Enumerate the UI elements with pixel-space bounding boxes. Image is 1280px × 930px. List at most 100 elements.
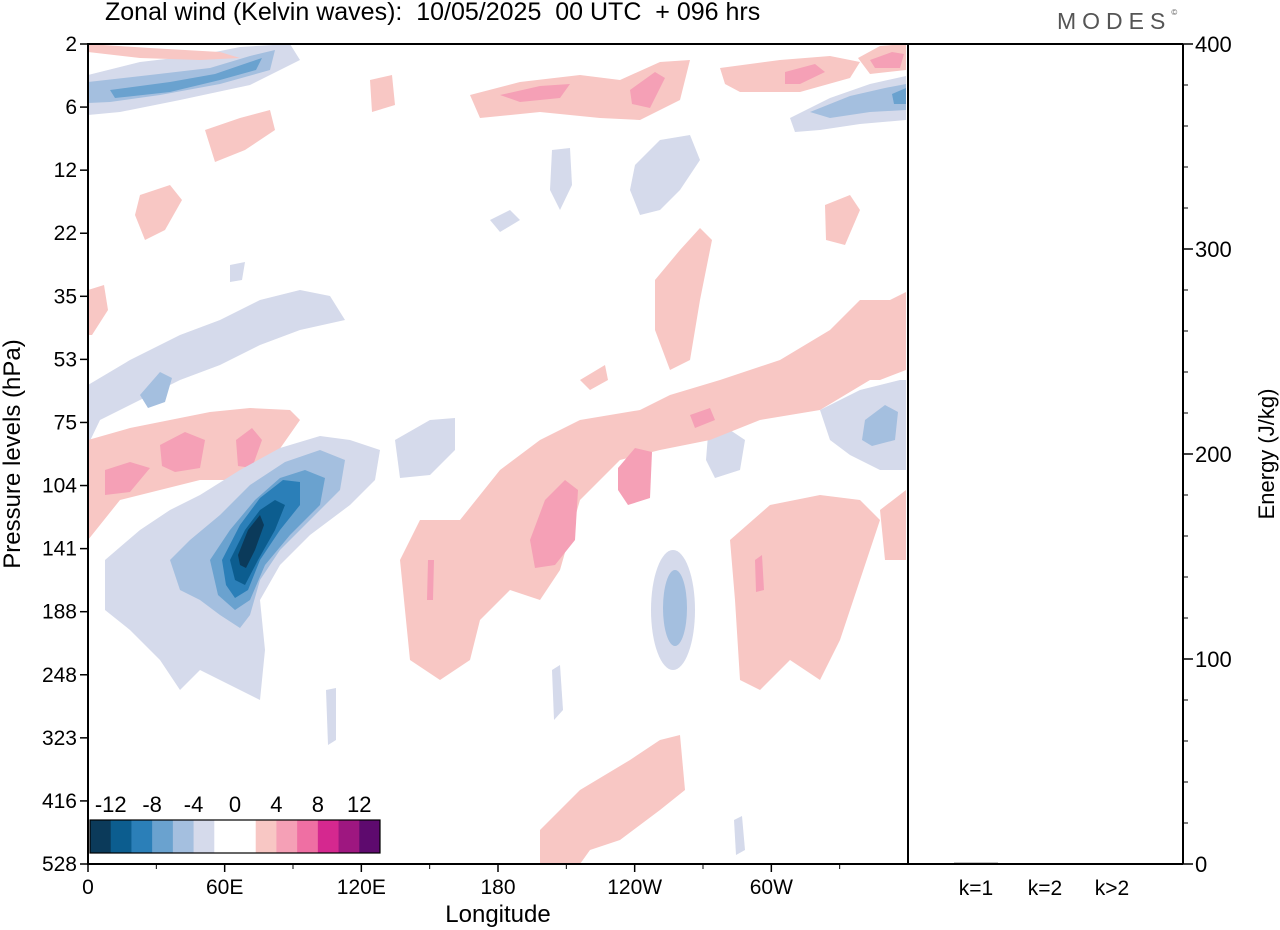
x-axis-ticks: 0 60E 120E 180 120W 60W <box>82 864 841 899</box>
bottom-westerly <box>540 735 685 864</box>
logo-mark: © <box>1171 8 1178 17</box>
bottom-easterly-speck <box>734 816 745 855</box>
upper-westerly-mid <box>470 60 690 120</box>
y-tick-label: 35 <box>54 285 77 308</box>
y-tick-label: 22 <box>54 222 77 245</box>
top-right-westerly-core <box>870 52 904 68</box>
energy-category-label: k>2 <box>1095 877 1129 900</box>
energy-bar <box>954 862 998 864</box>
energy-category-label: k=2 <box>1028 877 1062 900</box>
lower-westerly-core-1 <box>105 462 150 495</box>
y-axis-ticks: 2 6 12 22 35 53 75 104 141 188 248 323 416 528 <box>42 33 88 876</box>
energy-bar <box>1023 863 1067 865</box>
y-tick-label: 75 <box>54 411 77 434</box>
x-tick-label: 120E <box>337 876 386 899</box>
lower-right-edge <box>880 490 906 560</box>
wind-field <box>88 44 906 864</box>
colorbar-swatch <box>235 820 257 853</box>
y-tick-label: 528 <box>42 853 77 876</box>
colorbar-swatch <box>90 820 112 853</box>
y-tick-label: 53 <box>54 348 77 371</box>
y-tick-label: 104 <box>42 475 77 498</box>
y-tick-label: 416 <box>42 790 77 813</box>
upper-right-easterly-core <box>810 84 906 118</box>
upper-right-easterly-inner <box>892 88 906 104</box>
lower-easterly-speck <box>552 665 563 720</box>
lower-easterly-core <box>238 515 264 568</box>
upper-westerly-right-core <box>785 64 825 84</box>
westerly-column <box>655 228 712 370</box>
tilted-westerly-core-2 <box>618 448 652 505</box>
colorbar-swatch <box>131 820 153 853</box>
colorbar-swatch <box>297 820 319 853</box>
top-westerly-strip <box>88 44 240 60</box>
y-tick-label: 248 <box>42 664 77 687</box>
energy-category-label: k=1 <box>959 877 993 900</box>
energy-tick-label: 200 <box>1195 442 1232 467</box>
lower-right-westerly <box>730 495 880 690</box>
energy-tick-label: 300 <box>1195 237 1232 262</box>
edge-westerly-right <box>858 300 906 380</box>
y-tick-label: 323 <box>42 727 77 750</box>
colorbar-label: 4 <box>270 792 282 817</box>
colorbar: -12 -8 -4 0 4 8 12 <box>89 792 381 854</box>
x-tick-label: 60E <box>206 876 243 899</box>
energy-tick-label: 400 <box>1195 32 1232 57</box>
energy-tick-label: 100 <box>1195 647 1232 672</box>
y-tick-label: 12 <box>54 159 77 182</box>
colorbar-swatch <box>255 820 277 853</box>
colorbar-label: -8 <box>142 792 162 817</box>
lower-westerly-core-2 <box>160 432 205 472</box>
colorbar-swatch <box>172 820 195 853</box>
colorbar-label: 8 <box>312 792 324 817</box>
y-axis-label: Pressure levels (hPa) <box>0 339 26 568</box>
lower-easterly-speck-2 <box>326 688 336 745</box>
colorbar-swatch <box>193 820 215 853</box>
logo-text: MODES <box>1057 8 1172 34</box>
x-tick-label: 120W <box>607 876 662 899</box>
mid-easterly-speck <box>230 262 245 282</box>
right-easterly-75 <box>820 380 906 470</box>
small-westerly-1 <box>205 110 275 162</box>
y-tick-label: 6 <box>65 96 77 119</box>
energy-panel: 0 100 200 300 400 k=1 k=2 k>2 <box>908 32 1232 900</box>
right-mid-easterly <box>706 430 745 478</box>
colorbar-swatch <box>276 820 298 853</box>
upper-westerly-mid-core <box>500 84 570 102</box>
colorbar-label: -12 <box>95 792 127 817</box>
colorbar-swatch <box>338 820 360 853</box>
energy-tick-label: 0 <box>1195 852 1207 877</box>
mid-easterly-patch <box>395 418 455 478</box>
colorbar-label: 0 <box>229 792 241 817</box>
tilted-westerly-band <box>400 292 906 680</box>
mid-easterly-band <box>88 290 345 445</box>
y-tick-label: 188 <box>42 601 77 624</box>
upper-easterly-patch <box>630 135 700 215</box>
colorbar-swatch <box>317 820 340 853</box>
colorbar-border <box>89 819 381 854</box>
small-westerly-3 <box>370 75 395 112</box>
x-tick-label: 180 <box>480 876 515 899</box>
speck-westerly-a <box>580 365 608 390</box>
small-westerly-4 <box>825 195 860 245</box>
upper-easterly-small <box>550 148 572 210</box>
energy-bar <box>1090 863 1134 865</box>
lower-westerly-speck <box>427 560 434 600</box>
upper-easterly-core <box>110 58 262 98</box>
chart-title: Zonal wind (Kelvin waves): 10/05/2025 00… <box>105 0 761 26</box>
colorbar-swatch <box>152 820 174 853</box>
x-axis-label: Longitude <box>445 901 550 928</box>
energy-axis-label: Energy (J/kg) <box>1254 389 1279 520</box>
tilted-westerly-speck <box>690 408 715 428</box>
lower-westerly-core-3 <box>236 428 262 468</box>
colorbar-swatch <box>359 820 381 853</box>
lower-right-westerly-core <box>755 555 764 592</box>
upper-westerly-mid-core2 <box>630 72 665 108</box>
modes-logo: MODES© <box>1057 8 1177 35</box>
x-tick-label: 60W <box>750 876 793 899</box>
colorbar-label: 12 <box>347 792 371 817</box>
colorbar-label: -4 <box>184 792 204 817</box>
y-tick-label: 141 <box>42 538 77 561</box>
